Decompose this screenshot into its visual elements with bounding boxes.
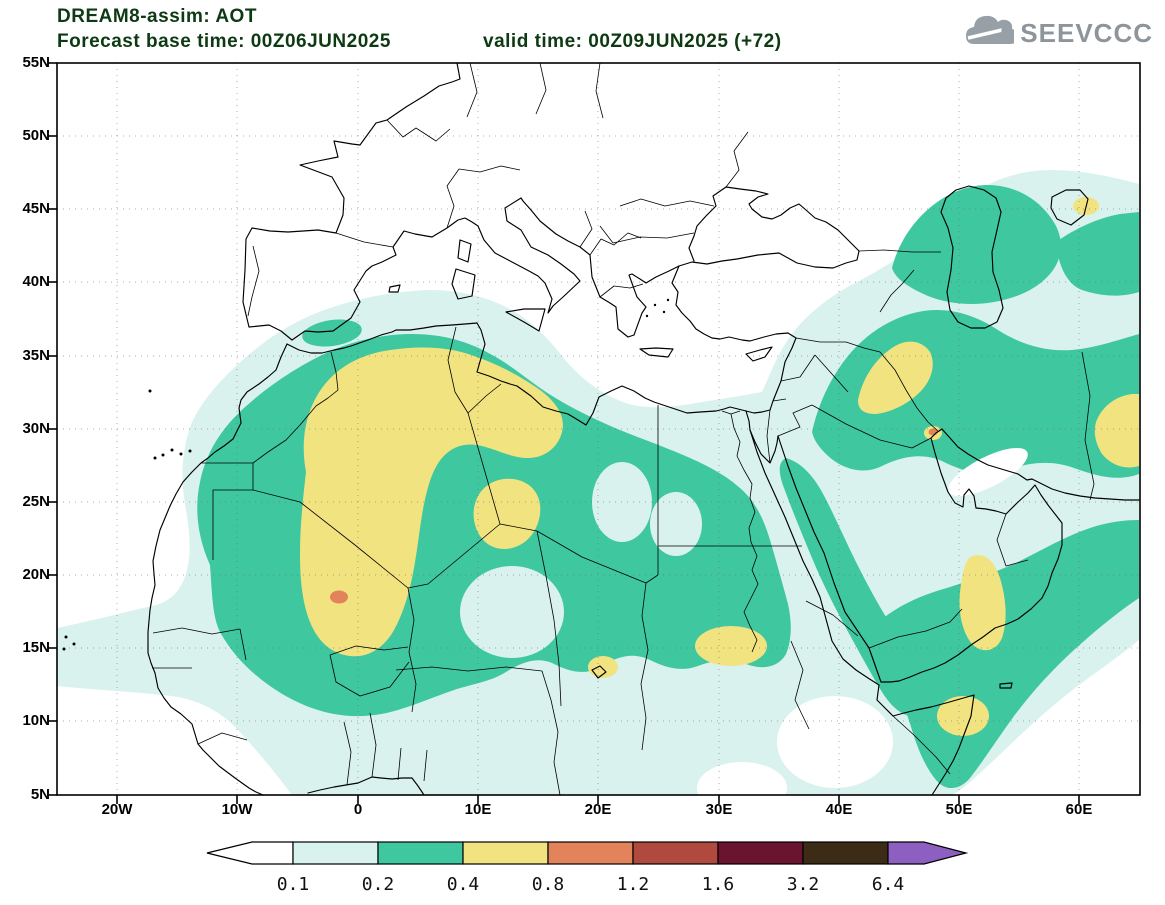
- lon-tick-label: 10W: [221, 801, 253, 818]
- colorbar-cell: [292, 841, 379, 865]
- lat-tick-label: 55N: [22, 54, 50, 71]
- aot-colorbar: 0.1 0.2 0.4 0.8 1.2 1.6 3.2 6.4: [206, 841, 969, 895]
- colorbar-level-label: 3.2: [787, 874, 820, 895]
- colorbar-cell: [802, 841, 889, 865]
- colorbar-level-label: 0.1: [277, 874, 310, 895]
- lat-tick-label: 45N: [22, 200, 50, 217]
- country-borders: [152, 62, 1095, 796]
- lat-tick-label: 25N: [22, 493, 50, 510]
- colorbar-level-label: 1.2: [617, 874, 650, 895]
- colorbar-cell: [547, 841, 634, 865]
- lat-tick-label: 40N: [22, 273, 50, 290]
- colorbar-level-label: 6.4: [872, 874, 905, 895]
- lat-tick-label: 5N: [30, 786, 50, 803]
- page-title: DREAM8-assim: AOT: [57, 6, 257, 27]
- colorbar-level-label: 0.2: [362, 874, 395, 895]
- coastlines: [62, 62, 1140, 796]
- lat-tick-label: 15N: [22, 639, 50, 656]
- colorbar-level-label: 0.4: [447, 874, 480, 895]
- forecast-base-time-label: Forecast base time: 00Z06JUN2025: [57, 31, 391, 52]
- lon-tick-label: 20E: [584, 801, 612, 818]
- lon-tick-label: 50E: [945, 801, 973, 818]
- colorbar-over-arrow: [887, 841, 969, 865]
- lon-tick-label: 0: [353, 801, 363, 818]
- nile-river: [721, 410, 759, 653]
- colorbar-level-label: 1.6: [702, 874, 735, 895]
- colorbar-cell: [632, 841, 719, 865]
- map-frame: [56, 62, 1141, 796]
- lat-tick-label: 30N: [22, 420, 50, 437]
- lon-tick-label: 20W: [101, 801, 133, 818]
- lat-tick-label: 50N: [22, 127, 50, 144]
- colorbar-cell: [377, 841, 464, 865]
- lat-tick-label: 10N: [22, 712, 50, 729]
- geography: [62, 62, 1140, 796]
- lat-tick-label: 20N: [22, 566, 50, 583]
- valid-time-label: valid time: 00Z09JUN2025 (+72): [483, 31, 782, 52]
- colorbar-under-arrow: [206, 841, 294, 865]
- axis-ticks: [48, 62, 1080, 804]
- lon-tick-label: 30E: [705, 801, 733, 818]
- lon-tick-label: 40E: [825, 801, 853, 818]
- colorbar-cell: [717, 841, 804, 865]
- seevccc-cloud-icon: [966, 15, 1015, 44]
- seevccc-logo: SEEVCCC: [964, 14, 1153, 52]
- lat-tick-label: 35N: [22, 347, 50, 364]
- lon-tick-label: 10E: [464, 801, 492, 818]
- lon-tick-label: 60E: [1065, 801, 1093, 818]
- seevccc-logo-text: SEEVCCC: [1020, 17, 1153, 48]
- colorbar-level-label: 0.8: [532, 874, 565, 895]
- colorbar-cell: [462, 841, 549, 865]
